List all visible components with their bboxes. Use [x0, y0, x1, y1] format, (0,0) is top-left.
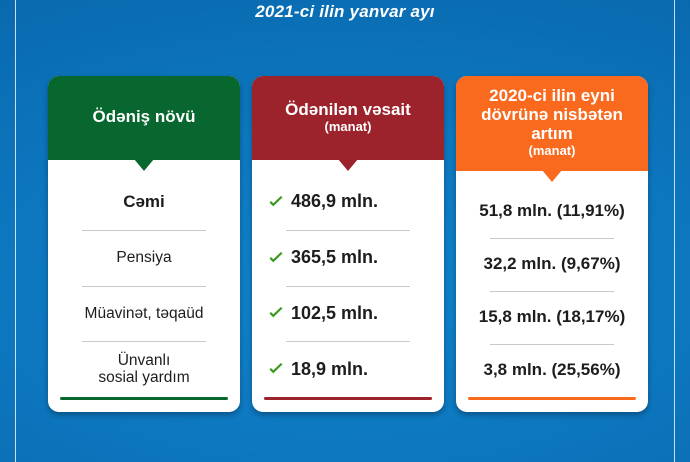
row-label: Müavinət, təqaüd [84, 304, 204, 322]
table-row: 365,5 mln. [262, 229, 434, 286]
card-header-paid-funds: Ödənilən vəsait (manat) [252, 76, 444, 171]
card-header-subtitle: (manat) [324, 118, 372, 134]
table-row: Müavinət, təqaüd [58, 285, 230, 342]
header-notch-icon [542, 169, 562, 182]
card-accent-bar [264, 397, 432, 400]
table-row: 3,8 mln. (25,56%) [466, 343, 638, 397]
table-row: Pensiya [58, 229, 230, 286]
table-row: 18,9 mln. [262, 341, 434, 397]
page-title: 2021-ci ilin yanvar ayı [255, 2, 435, 21]
header-notch-icon [338, 159, 358, 171]
table-row: 51,8 mln. (11,91%) [466, 185, 638, 238]
card-header-title: Ödənilən vəsait [285, 99, 411, 119]
card-accent-bar [468, 397, 636, 400]
card-header-title: 2020-ci ilin eyni dövrünə nisbətən artım [481, 86, 623, 144]
card-accent-bar [60, 397, 228, 400]
check-icon [268, 194, 284, 210]
right-edge-rule [674, 0, 675, 462]
check-icon [268, 305, 284, 321]
card-header-growth: 2020-ci ilin eyni dövrünə nisbətən artım… [456, 76, 648, 182]
card-paid-funds: Ödənilən vəsait (manat) 486,9 mln. 365,5… [252, 76, 444, 412]
row-label: Pensiya [116, 248, 172, 266]
card-header-payment-type: Ödəniş növü [48, 76, 240, 171]
table-row: 32,2 mln. (9,67%) [466, 237, 638, 291]
card-payment-type: Ödəniş növü Cəmi Pensiya Müavinət, təqaü… [48, 76, 240, 412]
header-notch-icon [134, 159, 154, 171]
table-row: Ünvanlı sosial yardım [58, 341, 230, 397]
row-label: Cəmi [123, 192, 165, 212]
row-label-line2: sosial yardım [98, 369, 190, 387]
rows-payment-type: Cəmi Pensiya Müavinət, təqaüd Ünvanlı so… [48, 160, 240, 397]
cards-container: Ödəniş növü Cəmi Pensiya Müavinət, təqaü… [48, 76, 648, 412]
table-row: Cəmi [58, 174, 230, 230]
row-value: 102,5 mln. [291, 302, 379, 323]
check-icon [268, 250, 284, 266]
rows-paid-funds: 486,9 mln. 365,5 mln. 102,5 mln. [252, 160, 444, 397]
row-label-line1: Ünvanlı [117, 351, 171, 369]
table-row: 102,5 mln. [262, 285, 434, 342]
row-value: 32,2 mln. (9,67%) [483, 254, 621, 274]
card-header-title: Ödəniş növü [92, 107, 196, 127]
rows-growth: 51,8 mln. (11,91%) 32,2 mln. (9,67%) 15,… [456, 171, 648, 397]
row-value: 51,8 mln. (11,91%) [479, 201, 625, 221]
row-value: 3,8 mln. (25,56%) [483, 360, 621, 380]
card-growth: 2020-ci ilin eyni dövrünə nisbətən artım… [456, 76, 648, 412]
check-icon [268, 361, 284, 377]
card-header-subtitle: (manat) [528, 143, 576, 159]
row-value: 365,5 mln. [291, 247, 379, 268]
table-row: 486,9 mln. [262, 174, 434, 230]
row-value: 486,9 mln. [291, 191, 379, 212]
row-value: 18,9 mln. [291, 358, 369, 379]
table-row: 15,8 mln. (18,17%) [466, 290, 638, 344]
row-label: Ünvanlı sosial yardım [98, 352, 189, 387]
row-value: 15,8 mln. (18,17%) [478, 307, 626, 327]
left-edge-rule [15, 0, 16, 462]
